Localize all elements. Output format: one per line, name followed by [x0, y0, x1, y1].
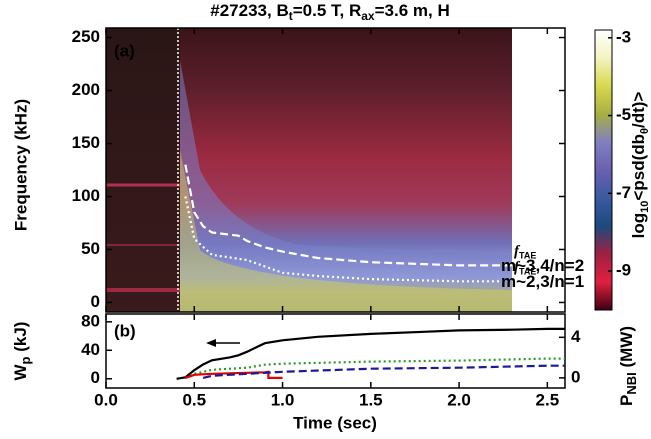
text-part: θ: [639, 128, 651, 134]
x-tick-label: 0.0: [94, 390, 118, 409]
series-annotation: fTAE: [514, 244, 536, 261]
y2-tick-label: 0: [571, 367, 580, 386]
text-part: t: [289, 9, 293, 23]
series-line: [184, 164, 548, 267]
text-part: (kJ): [11, 322, 30, 357]
y-axis-label: Wp (kJ): [11, 322, 33, 381]
text-part: =0.5 T, R: [293, 1, 362, 20]
y-tick-label: 150: [72, 133, 100, 152]
text-part: /dt)>: [629, 92, 648, 128]
series-line: [184, 196, 548, 283]
text-part: =3.6 m, H: [375, 1, 450, 20]
spectrogram-yellow-region: [180, 150, 512, 312]
text-part: <psd(db: [629, 134, 648, 201]
annotation-subscript: TAE: [519, 267, 536, 277]
spectrogram: [106, 28, 512, 312]
annotation-symbol: f: [514, 260, 521, 276]
text-part: (MW): [617, 326, 636, 372]
text-part: #27233, B: [210, 1, 288, 20]
y2-tick-label: 4: [571, 327, 581, 346]
series-line: [202, 364, 565, 379]
x-axis-label: Time (sec): [293, 413, 377, 432]
annotation-symbol: f: [514, 244, 521, 260]
series-annotation: fTAE: [514, 260, 536, 277]
colorbar-tick-label: -5: [616, 105, 631, 124]
x-tick-label: 0.5: [182, 390, 206, 409]
annotation-subscript: TAE: [519, 251, 536, 261]
y-tick-label: 0: [91, 368, 100, 387]
panel-label: (a): [114, 41, 135, 60]
y-tick-label: 250: [72, 27, 100, 46]
text-part: p: [18, 356, 33, 364]
y-tick-label: 0: [91, 292, 100, 311]
x-tick-label: 1.5: [359, 390, 383, 409]
y-tick-label: 50: [81, 239, 100, 258]
colorbar-label: log10<psd(dbθ/dt)>: [629, 92, 650, 239]
colorbar-tick-label: -9: [616, 261, 631, 280]
y-tick-label: 200: [72, 80, 100, 99]
y-axis-label: Frequency (kHz): [11, 99, 30, 231]
y-tick-label: 40: [81, 340, 100, 359]
text-part: 10: [639, 201, 651, 213]
text-part: ax: [361, 9, 375, 23]
text-part: W: [11, 363, 30, 380]
x-tick-label: 2.0: [447, 390, 471, 409]
series-line: [176, 327, 565, 380]
panel-b-frame: [105, 313, 566, 389]
series-annotation-note: m~2,3/n=1: [501, 272, 584, 291]
panel-a-frame: [105, 27, 566, 313]
panel-label: (b): [114, 321, 136, 340]
chart-title: #27233, Bt=0.5 T, Rax=3.6 m, H: [210, 1, 449, 23]
series-annotation-note: m~3,4/n=2: [501, 256, 584, 275]
x-tick-label: 1.0: [271, 390, 295, 409]
colorbar-tick-label: -3: [616, 27, 631, 46]
text-part: NBI: [624, 372, 639, 394]
colorbar-tick-label: -7: [616, 183, 631, 202]
text-part: log: [629, 213, 648, 239]
colorbar: [594, 29, 613, 311]
y-tick-label: 100: [72, 186, 100, 205]
text-part: P: [617, 395, 636, 406]
spectrogram-blue-region: [180, 60, 512, 312]
y2-axis-label: PNBI (MW): [617, 326, 639, 406]
y-tick-label: 80: [81, 311, 100, 330]
x-tick-label: 2.5: [536, 390, 560, 409]
arrow-head: [206, 339, 216, 347]
